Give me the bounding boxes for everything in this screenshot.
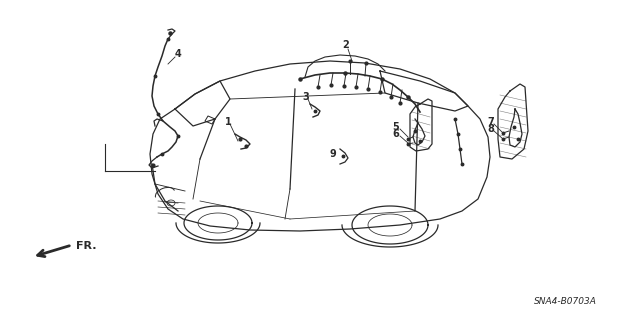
Text: FR.: FR. <box>76 241 97 251</box>
Text: 4: 4 <box>175 49 181 59</box>
Text: SNA4-B0703A: SNA4-B0703A <box>534 296 596 306</box>
Text: 6: 6 <box>392 129 399 139</box>
Text: 9: 9 <box>330 149 337 159</box>
Text: 3: 3 <box>303 92 309 102</box>
Text: 5: 5 <box>392 122 399 132</box>
Text: 1: 1 <box>225 117 232 127</box>
Text: 8: 8 <box>488 124 495 134</box>
Text: 7: 7 <box>488 117 494 127</box>
Text: 2: 2 <box>342 40 349 50</box>
